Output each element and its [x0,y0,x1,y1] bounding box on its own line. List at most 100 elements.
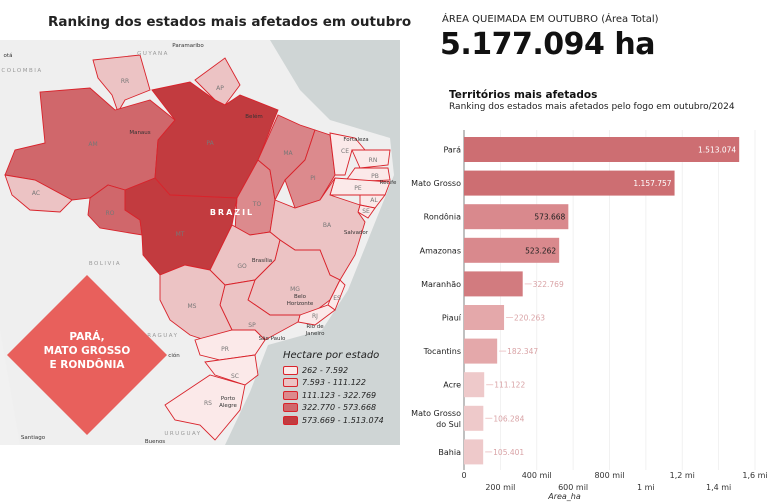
city-label: Janeiro [305,331,326,337]
category-label: Rondônia [424,212,461,222]
state-rs[interactable] [164,374,246,441]
state-label: RO [106,210,115,217]
legend-label: 111.123 - 322.769 [302,390,377,400]
state-label: ES [333,295,341,302]
neighbor-labels: Paramaribo GUYANA COLOMBIA otá BOLIVIA P… [1,43,204,445]
brazil-map[interactable]: RR AP AM PA AC RO MT TO MA PI CE RN PB P… [0,40,400,445]
state-label: AM [88,141,97,148]
neighbor-label: otá [4,52,13,59]
legend-item: 322.770 - 573.668 [283,402,384,415]
x-axis-label: Area_ha [547,492,581,501]
state-rr[interactable] [92,54,151,114]
category-label: Pará [443,146,461,155]
state-label: GO [237,263,247,270]
city-label: Recife [380,180,397,186]
state-label: SP [248,322,256,329]
x-tick-label: 400 mil [522,471,552,480]
neighbor-label: PARAGUAY [138,333,179,339]
neighbor-label: COLOMBIA [1,68,42,74]
legend-item: 7.593 - 111.122 [283,377,384,390]
bar-rondônia [464,204,569,230]
legend-item: 111.123 - 322.769 [283,389,384,402]
legend-swatch [283,378,298,388]
x-tick-label: 1,6 mi [742,471,767,480]
state-label: AL [370,197,378,204]
state-label: SE [362,208,370,215]
city-label: Rio de [306,324,324,330]
neighbor-label: Buenos [145,439,165,445]
legend-label: 573.669 - 1.513.074 [302,415,384,425]
legend-label: 7.593 - 111.122 [302,378,366,388]
legend-rows: 262 - 7.592 7.593 - 111.122 111.123 - 322.… [283,364,384,427]
state-pr[interactable] [194,329,266,361]
state-pb[interactable] [344,167,391,183]
city-label: Alegre [219,403,237,409]
state-label: AC [32,190,40,197]
x-tick-label: 200 mil [485,483,515,492]
neighbor-label: URUGUAY [164,431,201,437]
state-label: MT [176,231,185,238]
highlight-text: PARÁ, MATO GROSSO E RONDÔNIA [27,330,147,372]
city-label: Brasília [252,257,272,264]
city-label: Manaus [129,130,150,136]
state-label: MS [188,303,197,310]
city-label: Belo [294,294,307,300]
bar-maranhão [464,271,523,297]
neighbor-label: ción [168,352,180,359]
legend-title: Hectare por estado [283,350,380,361]
legend-swatch [283,365,298,375]
legend-swatch [283,415,298,425]
category-label: do Sul [436,420,461,429]
category-label: Maranhão [421,280,461,289]
category-label: Tocantins [423,347,461,356]
x-tick-label: 600 mil [558,483,588,492]
bar-amazonas [464,237,560,263]
state-label: MA [283,150,293,157]
category-label: Amazonas [420,246,461,255]
value-label: 182.347 [507,347,538,356]
city-label: Belém [245,113,262,120]
state-labels: RR AP AM PA AC RO MT TO MA PI CE RN PB P… [32,78,379,407]
state-label: MG [290,286,300,293]
category-label: Mato Grosso [411,179,461,188]
state-sc[interactable] [204,354,259,386]
state-label: RJ [312,313,318,320]
legend-label: 322.770 - 573.668 [302,403,377,413]
neighbor-label: BOLIVIA [89,261,121,267]
city-label: São Paulo [259,336,286,342]
state-label: SC [231,373,239,380]
value-label: 523.262 [525,246,556,255]
value-label: 573.668 [534,213,565,222]
state-label: PA [206,140,214,147]
bar-mato-grosso-do-sul [464,405,484,431]
chart-title: Territórios mais afetados [449,89,598,101]
state-es[interactable] [327,279,346,311]
city-label: Porto [221,396,236,402]
city-label: Fortaleza [343,137,368,143]
state-ap[interactable] [194,57,241,106]
country-label: BRAZIL [210,208,254,217]
state-label: TO [252,201,262,208]
state-label: CE [341,148,349,155]
state-label: AP [216,85,224,92]
value-label: 322.769 [533,280,564,289]
city-label: Salvador [344,230,369,236]
state-rn[interactable] [351,149,391,169]
x-tick-label: 800 mil [594,471,624,480]
neighbor-label: Santiago [21,435,46,441]
category-label: Acre [443,381,461,390]
state-label: PB [371,173,379,180]
value-label: 1.157.757 [633,179,671,188]
x-tick-label: 1 mi [637,483,655,492]
kpi-label: ÁREA QUEIMADA EM OUTUBRO (Área Total) [442,14,659,25]
map-title: Ranking dos estados mais afetados em out… [48,14,412,30]
bar-pará [464,137,740,162]
bar-mato-grosso [464,170,675,196]
city-label: Horizonte [287,301,314,307]
chart-subtitle: Ranking dos estados mais afetados pelo f… [449,102,735,112]
bar-tocantins [464,338,498,364]
city-labels: Manaus Belém Fortaleza Recife Salvador B… [129,113,397,409]
state-label: PI [310,175,316,182]
state-ac[interactable] [4,174,73,213]
neighbor-label: GUYANA [137,51,169,57]
